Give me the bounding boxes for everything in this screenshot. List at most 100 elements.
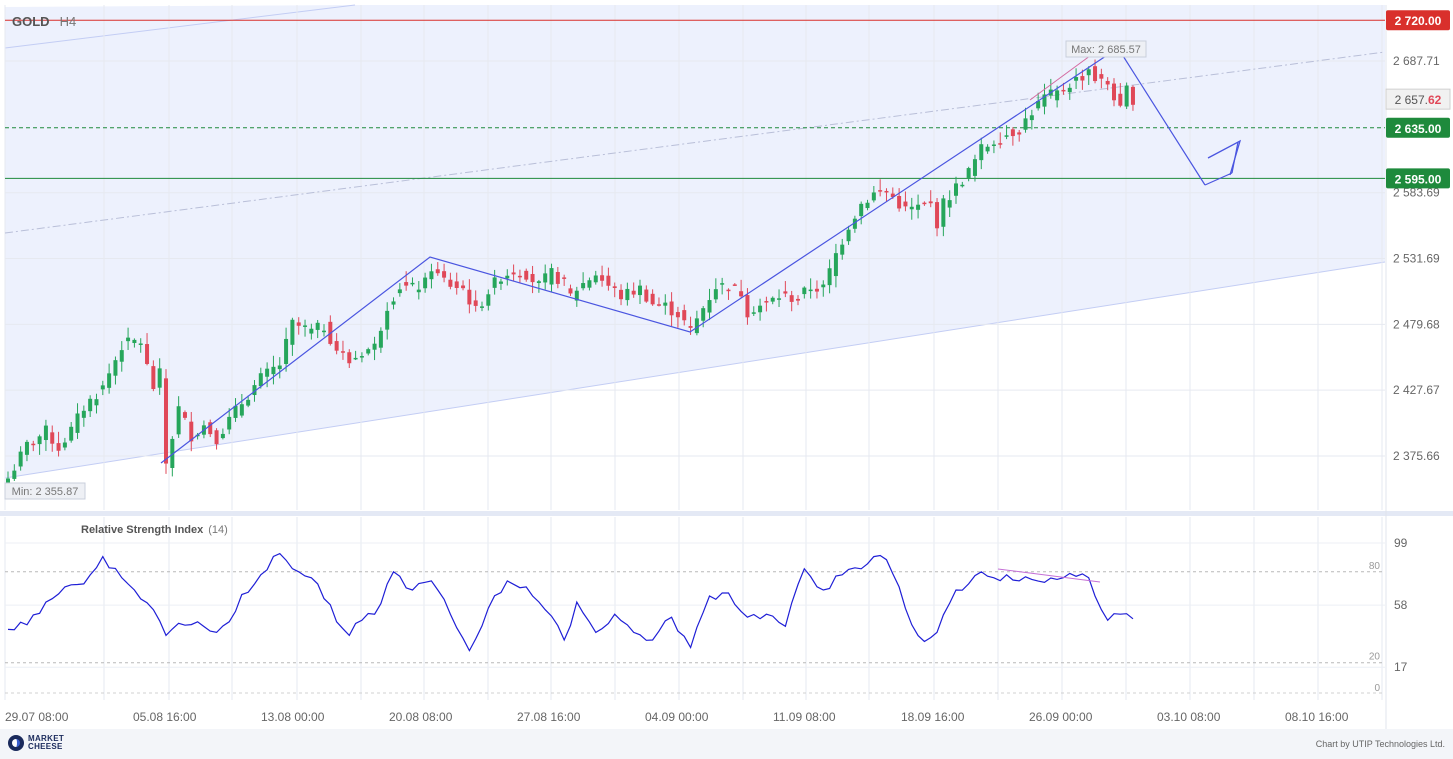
candle-bear [467, 289, 472, 305]
candle-bear [189, 421, 194, 442]
candle-bear [726, 289, 731, 292]
wave-polyline [160, 47, 1206, 464]
candle-bear [208, 422, 213, 435]
rsi-level-label: 20 [1369, 652, 1381, 663]
candle-bull [88, 398, 93, 412]
candle-bull [581, 283, 586, 289]
candle-bear [644, 289, 649, 302]
candle-bear [1130, 86, 1135, 105]
candle-bear [145, 344, 150, 364]
candle-bull [802, 287, 807, 295]
candle-bull [303, 325, 308, 327]
rsi-line [7, 552, 1134, 652]
candles [6, 59, 1135, 486]
rsi-title-text: Relative Strength Index [81, 524, 204, 536]
candle-bull [663, 302, 668, 306]
min-label: Min: 2 355.87 [12, 486, 79, 498]
candle-bull [549, 268, 554, 285]
time-tick-label: 13.08 00:00 [261, 710, 325, 724]
candle-bear [1112, 83, 1116, 101]
candle-bull [290, 319, 295, 345]
symbol-name: GOLD [12, 14, 50, 29]
time-tick-label: 03.10 08:00 [1157, 710, 1221, 724]
candle-bear [473, 300, 478, 306]
logo-icon [8, 735, 24, 751]
candle-bull [1036, 101, 1041, 109]
rsi-period: (14) [208, 524, 228, 536]
candle-bear [182, 412, 187, 418]
wave-lines [160, 47, 1242, 464]
candle-bull [391, 301, 396, 305]
time-tick-label: 08.10 16:00 [1285, 710, 1349, 724]
candle-bear [511, 272, 516, 275]
candle-bear [656, 304, 661, 306]
price-tick-label: 2 531.69 [1393, 252, 1440, 266]
time-tick-label: 05.08 16:00 [133, 710, 197, 724]
candle-bear [517, 275, 522, 278]
candle-bull [827, 268, 832, 286]
candle-bull [840, 244, 845, 255]
max-label: Max: 2 685.57 [1071, 44, 1141, 56]
candle-bear [935, 202, 940, 229]
candle-bull [960, 184, 965, 187]
candle-bear [796, 298, 800, 301]
candle-bear [600, 275, 605, 281]
candle-bear [922, 202, 927, 205]
min-label-box [4, 482, 86, 500]
candle-bear [903, 201, 908, 207]
candle-bear [739, 291, 744, 297]
candle-bear [669, 301, 674, 316]
candle-bear [764, 301, 769, 303]
candle-bull [846, 229, 851, 242]
candle-bull [713, 289, 718, 300]
candle-bull [865, 202, 870, 209]
candle-bull [69, 426, 74, 441]
candle-bull [966, 168, 971, 178]
candle-bear [524, 270, 529, 280]
candle-bear [347, 352, 352, 364]
time-tick-label: 04.09 00:00 [645, 710, 709, 724]
candle-bear [783, 291, 788, 294]
candle-bull [75, 413, 80, 433]
candle-bear [1099, 74, 1104, 79]
price-axis: 2 375.66 2 427.67 2 479.68 2 531.69 2 583.69… [1393, 54, 1440, 463]
candle-bear [334, 341, 339, 351]
candle-bull [429, 271, 434, 280]
pane-separator [0, 511, 1453, 516]
price-divergence-line [1029, 49, 1099, 101]
candle-bull [701, 308, 706, 321]
candle-bear [631, 290, 636, 295]
candle-bear [530, 274, 535, 283]
candle-bull [397, 289, 402, 294]
candle-bull [1124, 85, 1129, 107]
candle-bull [1023, 118, 1028, 130]
candle-bear [897, 195, 902, 209]
price-tick-label: 2 687.71 [1393, 54, 1440, 68]
candle-bear [1093, 66, 1098, 82]
candle-bull [81, 410, 86, 418]
candle-bull [271, 366, 276, 375]
candle-bull [536, 281, 541, 284]
candle-bull [947, 200, 952, 208]
candle-bull [378, 330, 383, 348]
candle-bull [852, 218, 857, 229]
level-badge-text: 2 635.00 [1395, 122, 1442, 136]
candle-bear [568, 288, 573, 294]
rsi-divergence-line [997, 568, 1101, 583]
candle-bull [233, 405, 238, 418]
candle-bull [972, 159, 977, 176]
candle-bear [998, 143, 1003, 145]
level-badge-target [1386, 117, 1450, 138]
candle-bear [878, 190, 883, 192]
candle-bull [94, 399, 99, 406]
candle-bull [113, 360, 118, 376]
candle-bear [151, 366, 156, 390]
candle-bull [132, 339, 137, 344]
candle-bear [448, 279, 453, 287]
current-price-badge [1385, 88, 1451, 110]
candle-bull [1029, 115, 1034, 121]
projection-tail [1204, 172, 1233, 186]
price-tick-label: 2 583.69 [1393, 186, 1440, 200]
candle-bull [322, 330, 326, 333]
